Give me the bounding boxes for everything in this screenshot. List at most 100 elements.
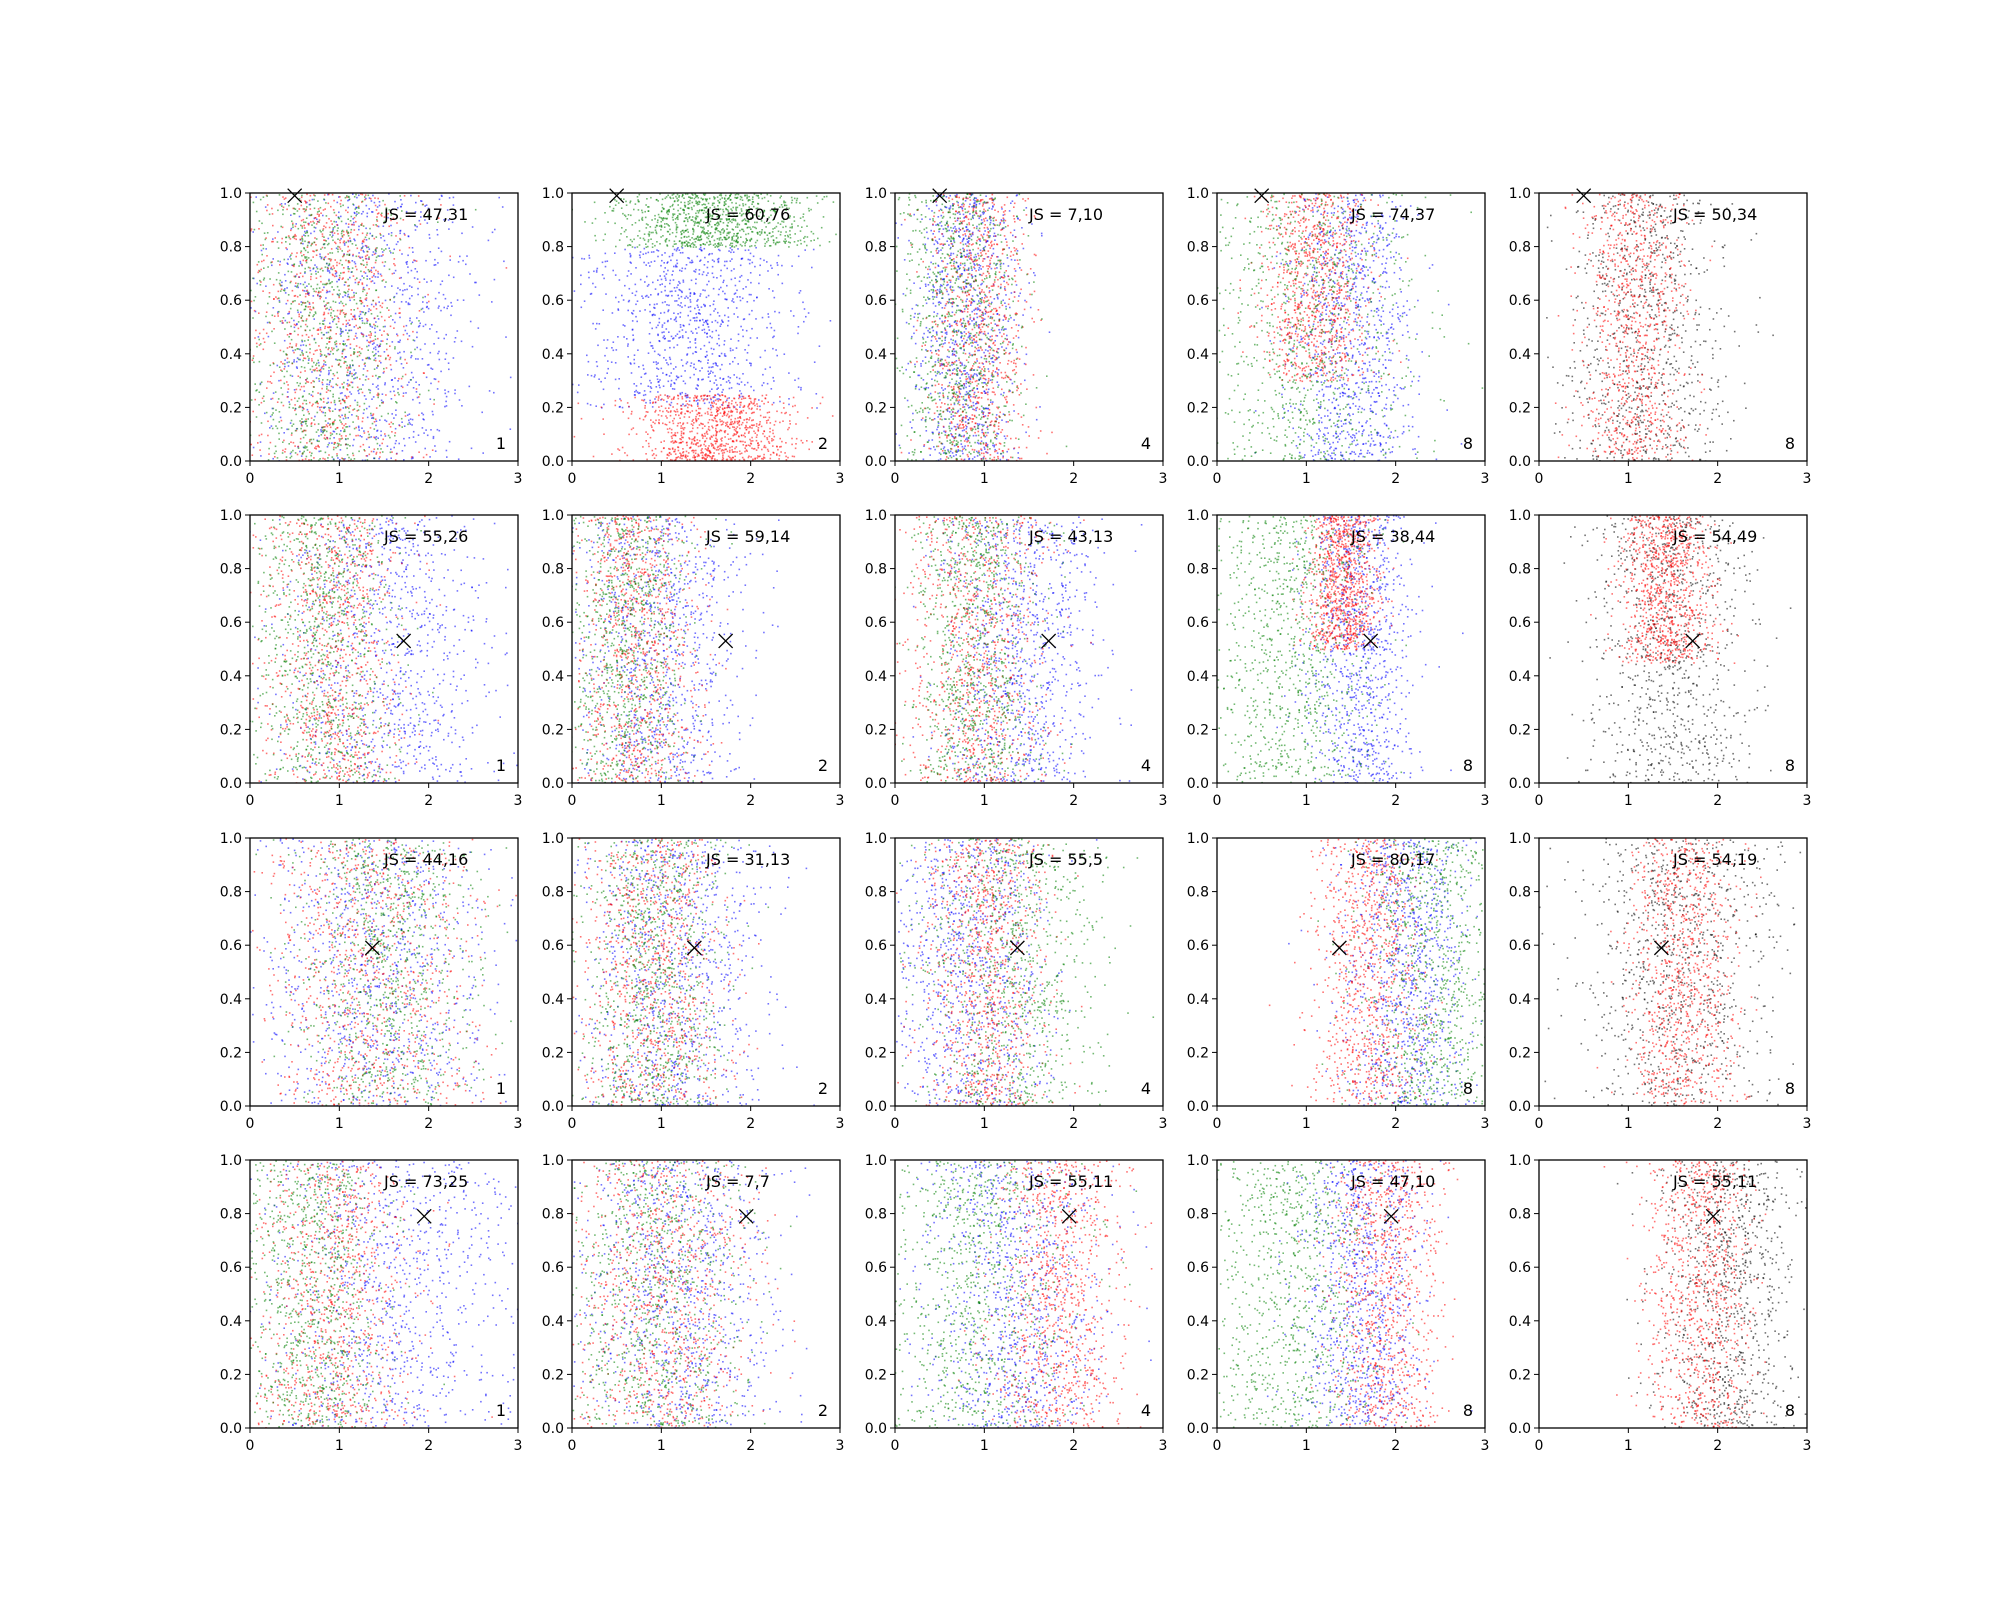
scatter-point (710, 442, 712, 445)
scatter-point (427, 293, 429, 296)
scatter-point (667, 411, 670, 413)
scatter-point (690, 330, 693, 333)
scatter-point (719, 368, 722, 371)
scatter-point (785, 455, 787, 458)
scatter-point (286, 321, 288, 324)
scatter-point (353, 438, 355, 441)
scatter-point (344, 413, 346, 416)
scatter-point (418, 396, 420, 398)
scatter-point (278, 438, 280, 440)
scatter-point (371, 340, 374, 342)
scatter-point (340, 237, 342, 240)
scatter-point (715, 440, 717, 443)
scatter-point (376, 315, 379, 317)
scatter-point (267, 420, 269, 423)
scatter-point (380, 415, 383, 418)
scatter-point (302, 289, 304, 292)
scatter-point (368, 248, 371, 250)
scatter-point (719, 236, 722, 239)
scatter-point (339, 196, 341, 198)
scatter-point (378, 457, 380, 460)
scatter-point (658, 321, 661, 324)
scatter-point (461, 405, 463, 407)
scatter-point (679, 336, 682, 338)
scatter-point (364, 365, 366, 367)
scatter-point (375, 256, 378, 259)
scatter-point (641, 219, 644, 221)
scatter-point (311, 371, 313, 373)
scatter-point (338, 409, 341, 412)
scatter-point (732, 251, 735, 253)
scatter-point (401, 450, 404, 452)
scatter-point (701, 318, 704, 321)
scatter-point (667, 269, 669, 272)
scatter-point (328, 271, 331, 274)
scatter-point (367, 341, 370, 343)
scatter-point (633, 358, 635, 361)
scatter-point (622, 299, 625, 301)
scatter-point (265, 237, 267, 239)
scatter-point (721, 320, 724, 323)
scatter-point (819, 244, 821, 247)
scatter-point (289, 281, 292, 284)
scatter-point (701, 198, 704, 201)
scatter-point (329, 258, 331, 260)
scatter-point (387, 212, 389, 215)
scatter-point (403, 437, 405, 440)
scatter-point (329, 335, 332, 338)
scatter-point (759, 405, 761, 408)
scatter-point (252, 355, 255, 357)
scatter-point (298, 276, 300, 278)
scatter-point (351, 260, 354, 262)
scatter-point (711, 259, 714, 261)
scatter-point (261, 397, 264, 400)
scatter-point (406, 414, 409, 416)
scatter-point (744, 244, 746, 247)
scatter-point (400, 276, 402, 279)
scatter-point (240, 428, 242, 430)
scatter-point (387, 412, 389, 415)
scatter-point (309, 401, 311, 404)
scatter-point (371, 211, 373, 213)
scatter-point (301, 240, 304, 242)
scatter-point (325, 291, 328, 294)
scatter-point (687, 410, 689, 413)
scatter-point (246, 303, 248, 305)
scatter-point (327, 326, 329, 329)
scatter-point (333, 401, 336, 404)
scatter-point (703, 228, 705, 230)
scatter-point (725, 238, 727, 241)
scatter-point (286, 299, 289, 302)
scatter-point (303, 385, 305, 388)
scatter-point (328, 341, 331, 343)
scatter-point (758, 444, 760, 446)
scatter-point (338, 277, 341, 279)
scatter-point (317, 423, 320, 425)
scatter-point (359, 297, 362, 299)
scatter-point (655, 396, 657, 398)
scatter-point (709, 305, 711, 307)
scatter-point (307, 251, 309, 254)
scatter-point (651, 406, 654, 408)
scatter-point (718, 452, 720, 455)
scatter-point (352, 409, 354, 411)
scatter-point (425, 259, 427, 262)
scatter-point (742, 440, 744, 443)
scatter-point (333, 441, 336, 444)
scatter-point (259, 383, 262, 386)
scatter-point (670, 259, 672, 262)
scatter-point (679, 252, 682, 254)
scatter-point (715, 434, 718, 436)
scatter-point (289, 255, 291, 258)
scatter-point (689, 411, 691, 414)
scatter-point (268, 292, 271, 294)
scatter-point (654, 229, 657, 231)
scatter-point (704, 440, 706, 443)
scatter-point (523, 294, 525, 296)
scatter-point (267, 459, 270, 461)
scatter-point (318, 210, 320, 212)
scatter-point (293, 326, 296, 329)
scatter-point (648, 333, 651, 335)
scatter-point (657, 362, 659, 364)
scatter-point (727, 210, 730, 212)
